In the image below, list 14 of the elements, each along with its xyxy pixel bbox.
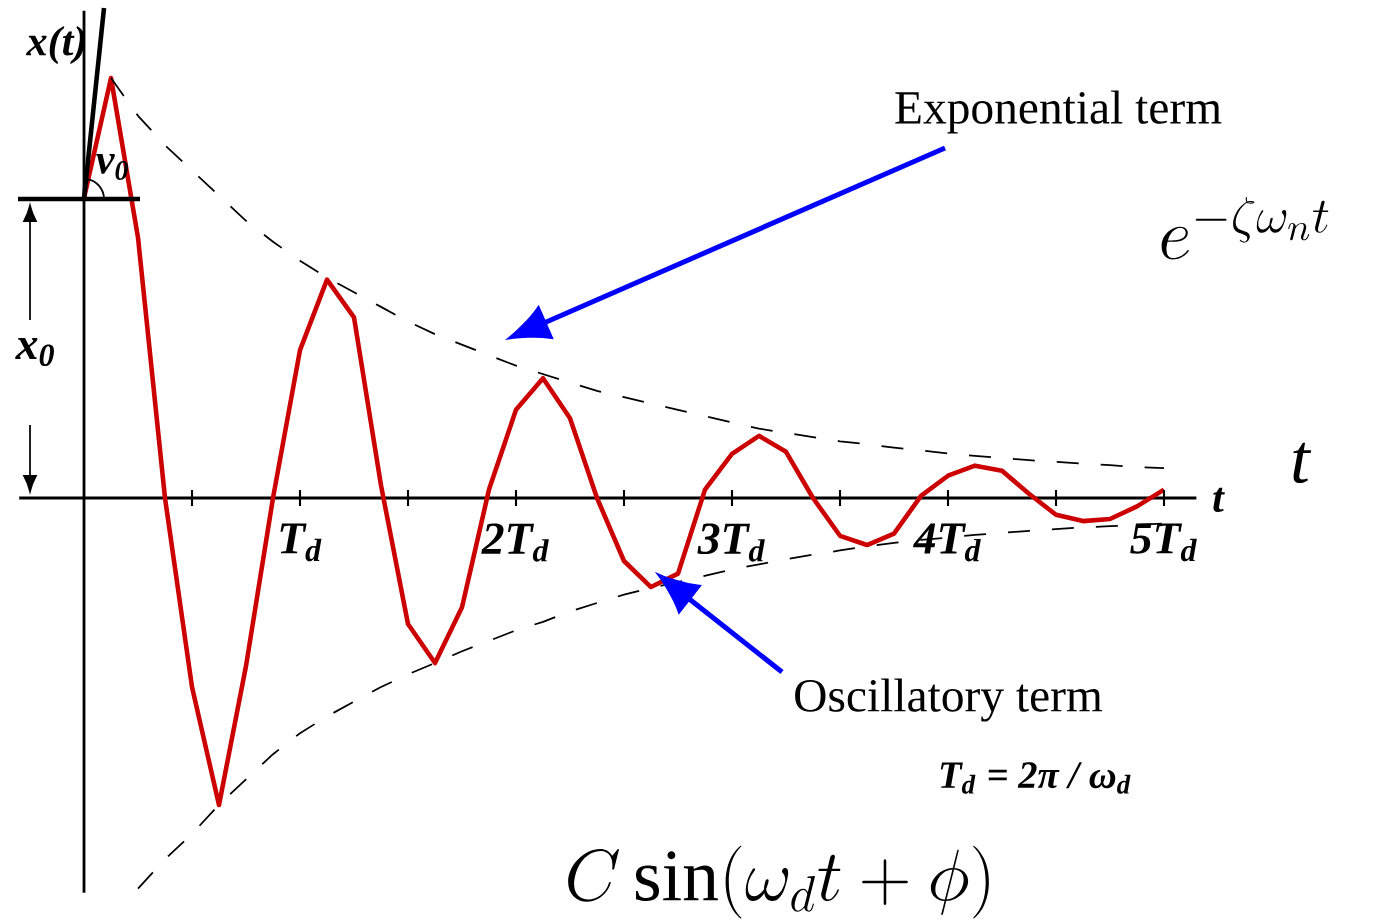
x-tick-label: T$_{d}$: [280, 523, 322, 562]
annotation: T$_{d}$ = 2π / ω$_{d}$: [940, 762, 1131, 794]
text: t: [1293, 442, 1312, 484]
x-tick-label: 2T$_{d}$: [481, 523, 549, 562]
annotation: $C\sin(\omega_{d}t+\phi)$: [568, 845, 989, 919]
y-axis-title: x(t): [26, 25, 85, 65]
annotation: Oscillatory term: [795, 678, 1103, 722]
annotation: $e^{-\zeta\omega_{n}t}$: [1161, 197, 1329, 260]
text: x$_{0}$: [15, 338, 54, 367]
x-tick-label: 4T$_{d}$: [913, 523, 981, 562]
annotation: Exponential term: [895, 90, 1222, 134]
x-tick-label: 5T$_{d}$: [1130, 523, 1197, 562]
x-tick-label: 3T$_{d}$: [697, 523, 765, 562]
x-axis-title: t: [1213, 487, 1225, 512]
